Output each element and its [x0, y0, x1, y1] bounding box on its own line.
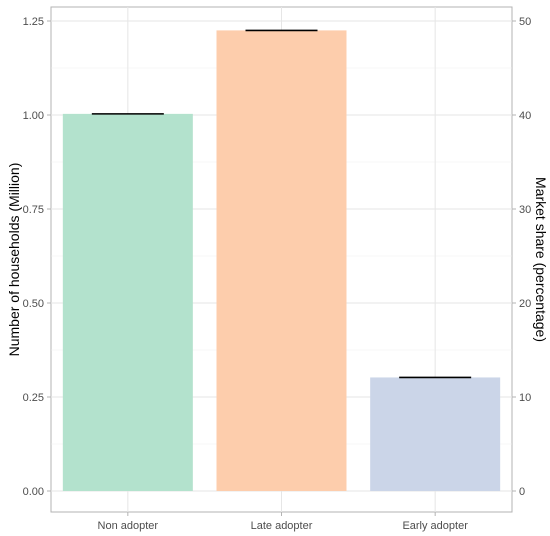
bar-late-adopter: [216, 30, 347, 492]
y2-tick-label: 30: [519, 204, 531, 216]
x-tick-label: Late adopter: [251, 520, 313, 532]
x-axis-ticks: Non adopter Late adopter Early adopter: [98, 512, 468, 532]
y2-axis-ticks: 0 10 20 30 40 50: [512, 16, 531, 498]
y2-tick-label: 0: [519, 486, 525, 498]
y-tick-label: 1.25: [23, 16, 44, 28]
bars: [62, 30, 501, 492]
error-bars: [91, 29, 472, 379]
y2-tick-label: 20: [519, 298, 531, 310]
x-tick-label: Early adopter: [402, 520, 468, 532]
y2-tick-label: 50: [519, 16, 531, 28]
y2-tick-label: 10: [519, 392, 531, 404]
y-tick-label: 0.75: [23, 204, 44, 216]
y2-axis-title: Market share (percentage): [533, 177, 549, 342]
x-tick-label: Non adopter: [98, 520, 159, 532]
y-axis-ticks: 0.00 0.25 0.50 0.75 1.00 1.25: [23, 16, 51, 498]
y-tick-label: 0.50: [23, 298, 44, 310]
y-tick-label: 0.00: [23, 486, 44, 498]
y-axis-title: Number of households (Million): [6, 163, 22, 357]
y2-tick-label: 40: [519, 110, 531, 122]
y-tick-label: 0.25: [23, 392, 44, 404]
y-tick-label: 1.00: [23, 110, 44, 122]
bar-non-adopter: [62, 113, 193, 491]
bar-early-adopter: [370, 377, 501, 491]
